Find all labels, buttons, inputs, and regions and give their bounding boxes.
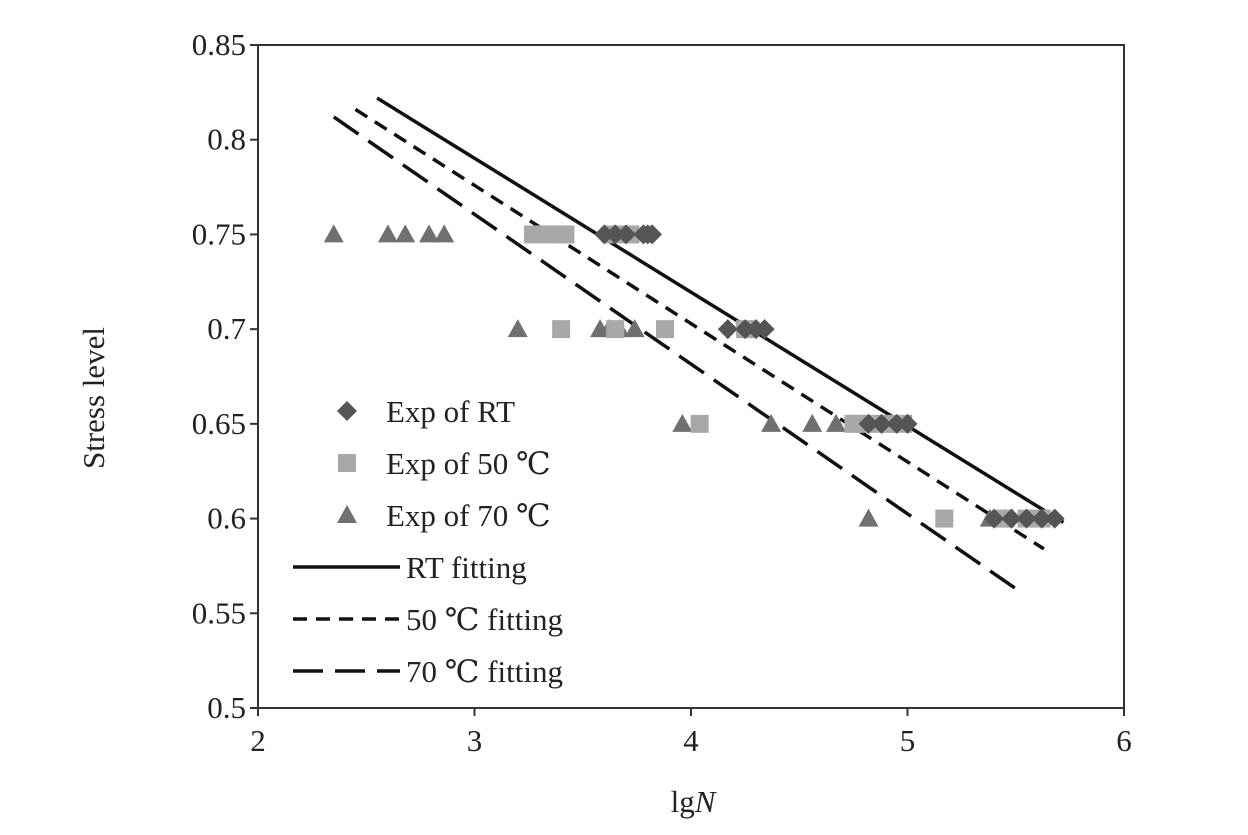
square-point [844, 414, 863, 433]
diamond-point [897, 413, 918, 434]
triangle-point [858, 508, 879, 527]
triangle-point [434, 224, 455, 243]
x-tick-label: 5 [900, 723, 916, 758]
square-point [656, 320, 675, 339]
square-point [935, 509, 954, 528]
x-axis-title-prefix: lg [671, 784, 695, 819]
70-fitting-line [332, 115, 1017, 591]
y-tick-label: 0.65 [192, 406, 246, 441]
diamond-point [605, 224, 626, 245]
square-point [606, 320, 625, 339]
legend-label: Exp of RT [386, 394, 515, 429]
legend-label: 50 ℃ fitting [406, 602, 563, 637]
x-axis-title: lgN [671, 784, 718, 819]
50-fitting-line [354, 107, 1045, 551]
x-tick-label: 2 [250, 723, 266, 758]
x-tick-label: 6 [1116, 723, 1132, 758]
triangle-point [672, 413, 693, 432]
legend-diamond-marker [337, 401, 357, 421]
square-point [690, 414, 709, 433]
triangle-point [624, 319, 645, 338]
triangle-point [802, 413, 823, 432]
triangle-point [507, 319, 528, 338]
x-tick-label: 3 [467, 723, 483, 758]
y-tick-label: 0.5 [207, 690, 246, 725]
triangle-point [826, 413, 847, 432]
diamond-point [717, 319, 738, 340]
diamond-point [1044, 508, 1065, 529]
y-tick-label: 0.55 [192, 595, 246, 630]
diamond-point [594, 224, 615, 245]
x-tick-label: 4 [683, 723, 699, 758]
triangle-point [323, 224, 344, 243]
fitting-lines [332, 96, 1065, 591]
y-axis: 0.5 0.55 0.6 0.65 0.7 0.75 0.8 0.85 [192, 27, 258, 725]
diamond-point [616, 224, 637, 245]
y-tick-label: 0.6 [207, 501, 246, 536]
legend-triangle-marker [337, 505, 357, 523]
square-point [552, 320, 571, 339]
x-axis-title-variable: N [694, 784, 718, 819]
diamond-point [858, 413, 879, 434]
triangle-point [377, 224, 398, 243]
x-axis: 2 3 4 5 6 [250, 708, 1132, 758]
triangle-point [761, 413, 782, 432]
diamond-point [1016, 508, 1037, 529]
plot-area [257, 44, 1125, 709]
triangle-point [419, 224, 440, 243]
y-tick-label: 0.75 [192, 216, 246, 251]
diamond-point [886, 413, 907, 434]
diamond-point [1031, 508, 1052, 529]
data-points [323, 224, 1065, 529]
diamond-point [1001, 508, 1022, 529]
y-axis-title: Stress level [76, 327, 111, 469]
triangle-point [395, 224, 416, 243]
square-point [541, 225, 560, 244]
y-tick-label: 0.7 [207, 311, 246, 346]
diamond-point [754, 319, 775, 340]
square-point [556, 225, 575, 244]
legend-label: 70 ℃ fitting [406, 654, 563, 689]
legend: Exp of RT Exp of 50 ℃ Exp of 70 ℃ RT fittin… [293, 394, 563, 689]
legend-square-marker [338, 454, 356, 472]
diamond-point [735, 319, 756, 340]
legend-label: RT fitting [406, 550, 527, 585]
square-point [523, 225, 542, 244]
diamond-point [642, 224, 663, 245]
legend-label: Exp of 50 ℃ [386, 446, 551, 481]
diamond-point [871, 413, 892, 434]
y-tick-label: 0.85 [192, 27, 246, 62]
y-tick-label: 0.8 [207, 122, 246, 157]
diamond-point [984, 508, 1005, 529]
legend-label: Exp of 70 ℃ [386, 498, 551, 533]
rt-fitting-line [376, 96, 1065, 524]
